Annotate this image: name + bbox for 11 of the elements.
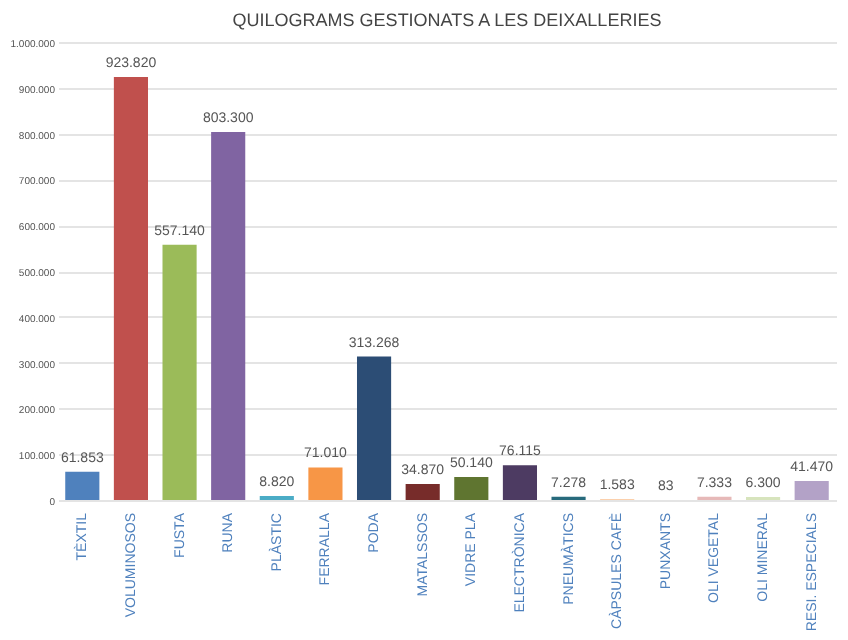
bar bbox=[357, 356, 392, 500]
bar bbox=[65, 471, 100, 500]
bar bbox=[502, 465, 537, 500]
bar bbox=[308, 467, 343, 500]
bar bbox=[454, 477, 489, 500]
bar bbox=[113, 76, 148, 500]
bar bbox=[405, 484, 440, 500]
bar bbox=[794, 481, 829, 500]
chart-title: QUILOGRAMS GESTIONATS A LES DEIXALLERIES bbox=[232, 10, 662, 30]
bar bbox=[162, 244, 197, 500]
bar bbox=[211, 132, 246, 500]
